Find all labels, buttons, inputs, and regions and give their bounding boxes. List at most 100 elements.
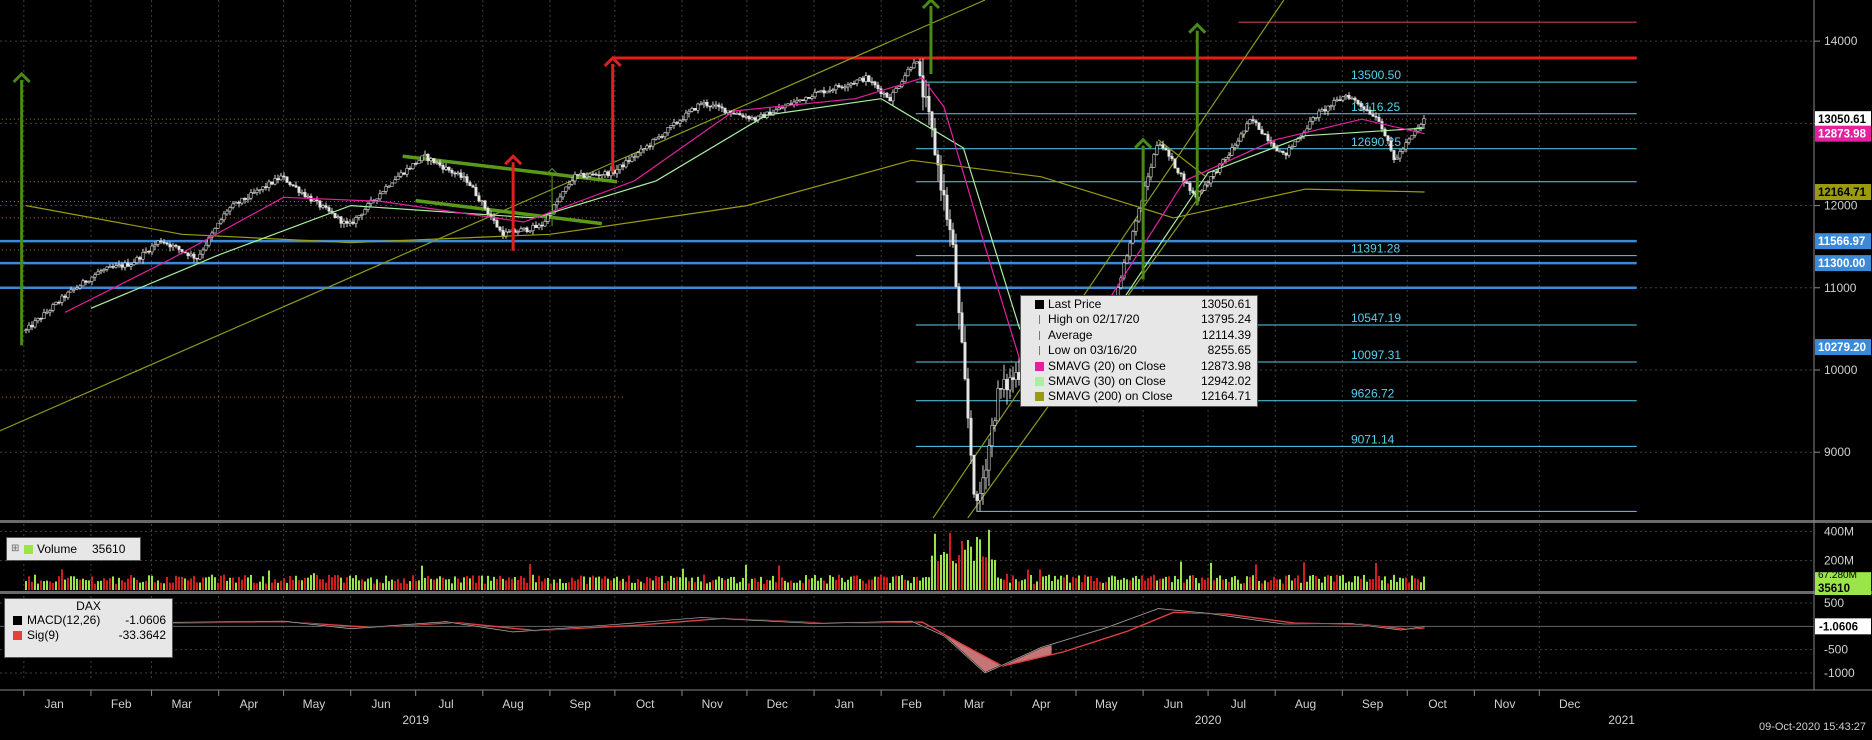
volume-bar xyxy=(816,580,819,590)
volume-bar xyxy=(1110,575,1113,590)
candle-body xyxy=(1152,154,1156,168)
volume-bar xyxy=(1299,582,1302,590)
candle-body xyxy=(1323,109,1327,112)
price-legend[interactable]: Last Price 13050.61 High on 02/17/20 13795.… xyxy=(1020,295,1258,407)
candle-body xyxy=(882,92,886,95)
volume-bar xyxy=(1326,575,1329,590)
volume-bar xyxy=(1410,575,1413,590)
volume-bar xyxy=(1179,561,1182,590)
candle-body xyxy=(1266,134,1270,141)
volume-bar xyxy=(585,583,588,590)
axis-labels: Jan Feb Mar Apr May Jun Jul Aug Sep Oct Nov Dec Jan F… xyxy=(23,34,1871,727)
candle-body xyxy=(687,111,691,114)
volume-bar xyxy=(1002,579,1005,590)
month-label: Jun xyxy=(1164,697,1183,711)
candle-body xyxy=(801,99,805,101)
volume-bar xyxy=(408,581,411,590)
candle-body xyxy=(1350,97,1354,100)
volume-bar xyxy=(321,579,324,590)
volume-bar xyxy=(1041,576,1044,590)
volume-bar xyxy=(1005,573,1008,590)
candle-body xyxy=(741,114,745,118)
volume-bar xyxy=(438,576,441,590)
volume-bar xyxy=(123,582,126,590)
volume-bar xyxy=(501,578,504,590)
price-panel[interactable]: 13500.50 13116.25 12690.25 11391.28 10547.19… xyxy=(0,0,1637,519)
volume-bar xyxy=(1356,576,1359,590)
candle-body xyxy=(285,176,289,183)
candle-body xyxy=(1137,208,1141,222)
candle-body xyxy=(978,493,982,501)
volume-panel[interactable] xyxy=(24,529,1425,590)
volume-bar xyxy=(483,583,486,590)
candle-body xyxy=(972,454,976,495)
candle-body xyxy=(81,280,85,287)
volume-tag-label: 35610 xyxy=(1818,583,1850,595)
volume-bar xyxy=(387,581,390,590)
volume-bar xyxy=(675,576,678,590)
month-label: Jul xyxy=(438,697,453,711)
candle-body xyxy=(99,270,103,273)
candle-body xyxy=(1344,94,1348,98)
candle-body xyxy=(834,85,838,91)
candle-body xyxy=(390,182,394,187)
volume-bar xyxy=(579,575,582,590)
month-label: Dec xyxy=(767,697,788,711)
volume-bar xyxy=(144,580,147,590)
volume-bar xyxy=(1272,576,1275,590)
candle-body xyxy=(354,217,358,224)
candle-body xyxy=(564,186,568,192)
candle-body xyxy=(456,172,460,175)
macd-tick-label: -500 xyxy=(1824,643,1848,657)
volume-bar xyxy=(138,582,141,590)
candle-body xyxy=(774,109,778,113)
macd-panel[interactable] xyxy=(25,607,1425,674)
volume-bar xyxy=(747,583,750,590)
volume-bar xyxy=(690,577,693,590)
volume-bar xyxy=(768,580,771,590)
legend-label: High on 02/17/20 xyxy=(1048,312,1140,327)
volume-bar xyxy=(129,575,132,590)
volume-bar xyxy=(1062,577,1065,590)
candle-body xyxy=(363,209,367,215)
timestamp: 09-Oct-2020 15:43:27 xyxy=(1758,721,1866,733)
volume-bar xyxy=(1113,576,1116,590)
volume-bar xyxy=(930,555,933,590)
panel-separator xyxy=(0,520,1872,523)
volume-legend[interactable]: ⊞ Volume 35610 xyxy=(6,537,141,561)
candle-body xyxy=(1170,156,1174,160)
legend-label: SMAVG (20) on Close xyxy=(1048,358,1166,373)
candle-body xyxy=(192,253,196,259)
macd-legend[interactable]: DAX MACD(12,26) -1.0606 Sig(9) -33.3642 xyxy=(4,598,173,658)
candle-body xyxy=(195,257,199,260)
candle-body xyxy=(1134,220,1138,232)
macd-tag xyxy=(1815,618,1871,635)
volume-bar xyxy=(1155,580,1158,590)
volume-bar xyxy=(234,582,237,590)
expand-icon[interactable]: ⊞ xyxy=(11,543,20,554)
volume-bar xyxy=(1101,583,1104,590)
candle-body xyxy=(705,101,709,107)
volume-bar xyxy=(1011,575,1014,590)
volume-bar xyxy=(435,578,438,590)
candle-body xyxy=(447,166,451,171)
volume-bar xyxy=(1251,575,1254,590)
volume-bar xyxy=(918,580,921,590)
volume-swatch xyxy=(24,545,33,554)
volume-bar xyxy=(1305,581,1308,590)
candle-body xyxy=(1200,190,1204,193)
price-tag xyxy=(1815,125,1871,142)
fib-level-label: 13500.50 xyxy=(1351,68,1401,82)
volume-bar xyxy=(306,577,309,590)
candle-body xyxy=(969,417,973,456)
candle-body xyxy=(732,112,736,115)
volume-bar xyxy=(849,576,852,590)
volume-bar xyxy=(636,579,639,590)
candle-body xyxy=(1254,120,1258,123)
volume-bar xyxy=(312,573,315,590)
volume-bar xyxy=(171,582,174,590)
volume-bar xyxy=(834,579,837,590)
candle-body xyxy=(813,92,817,98)
